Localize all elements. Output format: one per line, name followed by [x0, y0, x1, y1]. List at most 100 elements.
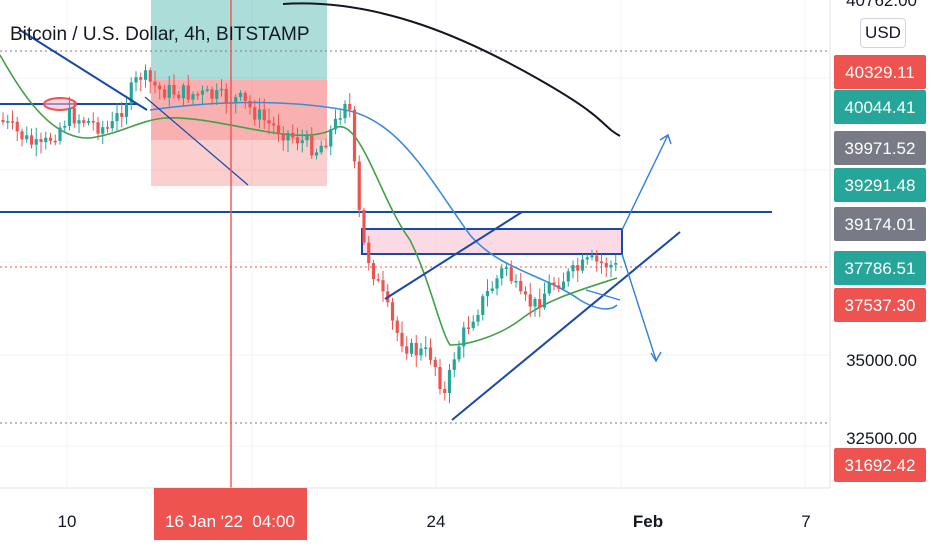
price-label-bg [834, 207, 926, 241]
candle-body [101, 127, 105, 134]
candle-body [124, 104, 129, 117]
candle-body [381, 280, 385, 292]
currency-button[interactable]: USD [860, 18, 906, 48]
candle-body [609, 264, 613, 268]
candle-body [295, 137, 300, 144]
candle-body [300, 140, 304, 144]
long-position-stop-zone-lower[interactable] [151, 140, 327, 186]
candle-body [215, 90, 219, 99]
candle-body [438, 366, 442, 390]
time-axis-background [0, 488, 932, 550]
candle-body [291, 132, 295, 138]
candlestick-series [1, 64, 618, 404]
price-tick-label-top-partial: 40762.00 [846, 0, 917, 10]
candle-body [400, 332, 404, 347]
candle-body [514, 281, 518, 283]
candle-body [120, 113, 124, 117]
price-label: 37537.30 [845, 296, 916, 315]
candle-body [495, 278, 499, 289]
bearish-projection-arrow[interactable] [621, 253, 657, 361]
moving-average-long [282, 2, 621, 137]
long-position-profit-zone[interactable] [151, 0, 327, 80]
candle-body [523, 291, 528, 295]
candle-body [115, 113, 119, 122]
price-labels: 40329.11 40044.41 39971.52 39291.48 39174.01… [834, 55, 926, 482]
candle-body [234, 96, 238, 103]
symbol-name: Bitcoin / U.S. Dollar [10, 24, 174, 45]
price-label: 40044.41 [845, 98, 916, 117]
price-label: 37786.51 [845, 259, 916, 278]
candle-body [143, 70, 148, 80]
candle-body [319, 145, 323, 153]
candle-body [48, 137, 53, 141]
candle-body [6, 121, 10, 123]
price-label-bg [834, 448, 926, 482]
short-projection-arrow[interactable] [585, 289, 621, 301]
candle-body [547, 282, 551, 294]
candle-body [519, 281, 523, 292]
moving-average-short [0, 54, 618, 346]
price-label-bg [834, 288, 926, 322]
candle-body [29, 135, 34, 145]
candle-body [25, 135, 29, 140]
candle-body [10, 121, 15, 123]
candle-body [181, 85, 186, 99]
candle-body [158, 85, 162, 90]
candle-body [44, 137, 48, 143]
candle-body [428, 347, 433, 360]
resistance-zone-box[interactable] [361, 228, 623, 255]
price-label-bg [834, 90, 926, 124]
candle-body [77, 120, 81, 124]
candle-body [599, 261, 604, 264]
candle-body [485, 290, 490, 297]
bullish-projection-arrow[interactable] [621, 134, 669, 231]
candle-body [224, 88, 228, 103]
candle-body [82, 120, 86, 123]
moving-average-mid [149, 101, 618, 310]
candle-body [162, 89, 167, 98]
long-position-stop-zone-upper[interactable] [151, 80, 327, 140]
candle-body [433, 359, 437, 367]
candle-body [310, 135, 314, 156]
crosshair-time-label-bg [154, 488, 307, 540]
time-axis[interactable]: 10 24 Feb 7 16 Jan '22 04:00 [0, 487, 932, 550]
candle-body [134, 77, 138, 83]
candle-body [139, 77, 143, 80]
price-label: 40329.11 [845, 63, 915, 82]
interval-label: 4h [184, 24, 206, 45]
descending-trendline[interactable] [19, 29, 148, 111]
candle-body [457, 346, 461, 360]
candle-body [329, 129, 333, 147]
candle-body [210, 89, 214, 99]
highlight-ellipse[interactable] [43, 97, 77, 111]
channel-upper-line[interactable] [384, 211, 523, 300]
candle-body [53, 140, 57, 143]
candle-body [72, 108, 76, 124]
candle-body [15, 121, 19, 132]
candle-body [390, 302, 395, 321]
candle-body [110, 121, 114, 129]
candle-body [86, 121, 91, 123]
price-label-bg [834, 168, 926, 202]
candle-body [314, 152, 319, 156]
candle-body [191, 94, 195, 100]
candle-body [576, 265, 580, 271]
candle-body [281, 134, 285, 141]
candle-body [466, 327, 471, 329]
ascending-support-trendline[interactable] [451, 231, 681, 421]
price-axis[interactable]: 40329.11 40044.41 39971.52 39291.48 39174.01… [829, 0, 932, 488]
candle-body [614, 263, 618, 265]
candle-body [67, 108, 72, 127]
candle-body [533, 299, 537, 307]
candle-body [571, 265, 575, 272]
candle-body [424, 347, 428, 349]
candle-body [129, 82, 133, 105]
candle-body [452, 359, 456, 370]
candle-body [105, 127, 110, 129]
candle-body [20, 131, 24, 140]
candle-body [362, 209, 366, 243]
candle-body [196, 94, 200, 96]
candle-body [39, 139, 43, 143]
